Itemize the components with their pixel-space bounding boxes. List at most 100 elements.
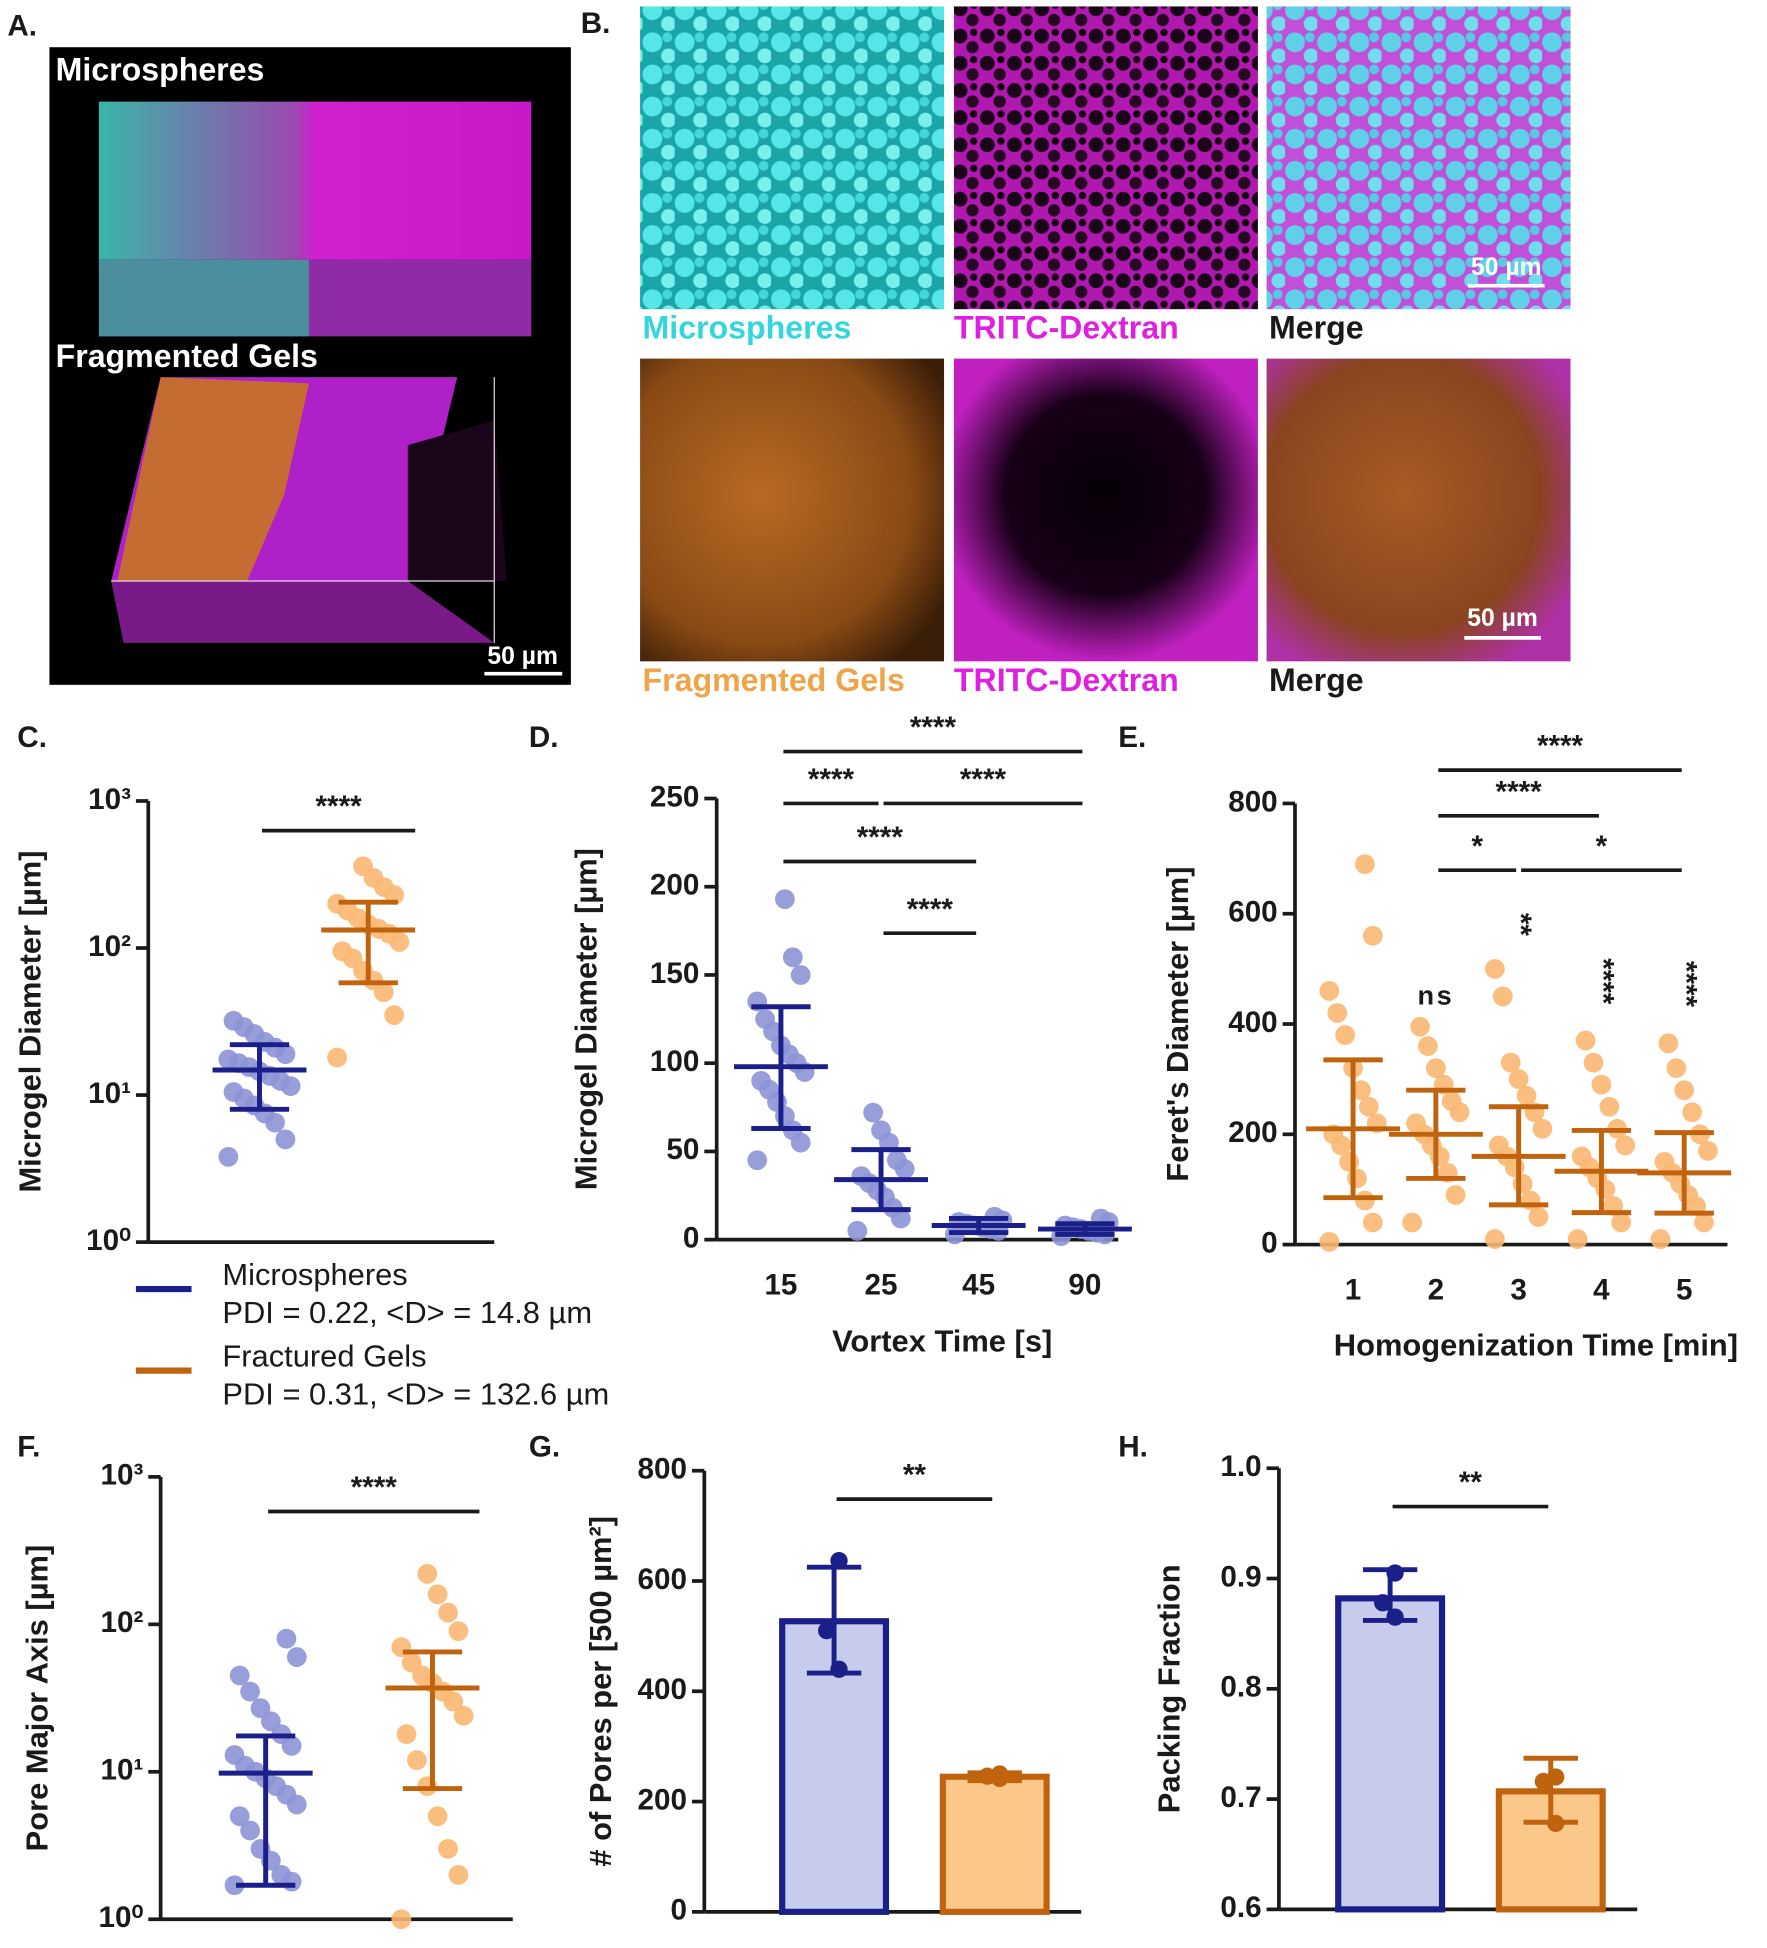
y-tick-label: 100 <box>650 1045 699 1078</box>
data-point <box>218 1146 239 1167</box>
data-point <box>1694 1212 1714 1233</box>
data-point <box>391 1909 412 1930</box>
x-axis-title: Vortex Time [s] <box>832 1324 1052 1359</box>
y-tick-label: 800 <box>638 1453 687 1486</box>
data-point <box>271 1864 292 1885</box>
y-tick-label: 10³ <box>88 783 131 816</box>
significance-label: **** <box>960 763 1007 796</box>
data-point <box>1485 958 1505 979</box>
y-tick-label: 800 <box>1228 785 1277 818</box>
x-tick-label: 3 <box>1510 1273 1527 1306</box>
data-point <box>751 1070 772 1091</box>
micrograph <box>1266 6 1571 310</box>
caption: Merge <box>1269 310 1364 346</box>
microsphere-render-top <box>98 101 532 260</box>
y-tick-label: 10³ <box>100 1459 143 1492</box>
significance-label: ** <box>1459 1466 1483 1499</box>
panel-label: D. <box>529 721 559 754</box>
x-tick-label: 15 <box>764 1268 797 1301</box>
legend-note: PDI = 0.22, <D> = 14.8 µm <box>222 1295 592 1330</box>
y-tick-label: 200 <box>1228 1116 1277 1149</box>
micrograph <box>1266 358 1571 662</box>
data-point <box>223 1082 244 1102</box>
data-point <box>1698 1140 1718 1161</box>
x-tick-label: 45 <box>962 1268 995 1301</box>
data-point <box>1418 1036 1438 1056</box>
data-point <box>886 1150 907 1171</box>
data-point <box>1611 1212 1632 1233</box>
panel-label: F. <box>17 1430 40 1463</box>
y-tick-label: 400 <box>638 1673 687 1706</box>
scale-bar-label: 50 µm <box>487 643 558 670</box>
scale-bar-label: 50 µm <box>1471 254 1542 281</box>
group-significance: ns <box>1418 979 1455 1010</box>
y-tick-label: 400 <box>1228 1006 1277 1039</box>
significance-label: **** <box>857 821 904 854</box>
data-point <box>327 1047 347 1068</box>
y-tick-label: 10¹ <box>100 1754 143 1787</box>
chart: H. 0.6 0.7 0.8 0.9 1.0 Packing Fraction ** <box>1118 1430 1638 1924</box>
data-point <box>240 1681 260 1702</box>
data-point <box>448 1864 469 1885</box>
significance-label: **** <box>808 763 855 796</box>
data-point <box>871 1120 891 1141</box>
data-point <box>229 1665 250 1686</box>
data-point <box>1682 1102 1703 1123</box>
y-tick-label: 0.7 <box>1220 1781 1261 1814</box>
data-point <box>1658 1033 1679 1054</box>
significance-label: **** <box>907 893 954 926</box>
micrograph <box>953 6 1258 310</box>
data-point <box>224 1875 245 1896</box>
data-point <box>250 1698 271 1719</box>
chart: C. 10⁰ 10¹ 10² 10³ Microgel Diameter [µm] ****… <box>12 721 609 1412</box>
data-point <box>747 1150 768 1171</box>
data-point <box>1583 1052 1604 1073</box>
data-point <box>327 893 347 914</box>
legend-label: Fractured Gels <box>222 1338 426 1373</box>
bar <box>1335 1595 1446 1913</box>
data-point <box>818 1621 836 1640</box>
data-point <box>948 1212 969 1232</box>
significance-label: ** <box>903 1459 927 1492</box>
data-point <box>1674 1080 1695 1101</box>
significance-label: **** <box>316 790 363 823</box>
group-significance: **** <box>1669 961 1702 1008</box>
micrograph <box>953 358 1258 662</box>
data-point <box>223 1010 244 1031</box>
y-tick-label: 200 <box>650 869 699 902</box>
caption: TRITC-Dextran <box>954 662 1179 698</box>
caption: Microspheres <box>643 310 852 346</box>
panel-label: E. <box>1118 721 1146 754</box>
y-tick-label: 1.0 <box>1220 1450 1261 1483</box>
panel-label: A. <box>7 9 37 42</box>
significance-label: * <box>1471 830 1483 863</box>
y-tick-label: 0.9 <box>1220 1560 1261 1593</box>
y-axis-title: # of Pores per [500 µm²] <box>583 1516 618 1867</box>
panel-b: B. 50 µm 50 µm Microspheres TRITC-Dextra… <box>581 6 1571 698</box>
y-axis-title: Microgel Diameter [µm] <box>12 851 47 1193</box>
data-point <box>1591 1074 1612 1095</box>
data-point <box>851 1166 872 1187</box>
data-point <box>417 1563 438 1584</box>
legend-note: PDI = 0.31, <D> = 132.6 µm <box>222 1377 609 1412</box>
x-tick-label: 90 <box>1068 1268 1101 1301</box>
data-point <box>407 1750 427 1771</box>
bar <box>939 1773 1050 1915</box>
data-point <box>1327 1003 1348 1023</box>
data-point <box>427 1584 448 1605</box>
fragment-render <box>111 581 495 643</box>
data-point <box>353 856 373 877</box>
data-point <box>438 1839 458 1859</box>
fragment-render <box>407 420 507 582</box>
data-point <box>396 1724 417 1745</box>
fragment-render <box>117 377 309 582</box>
render-title: Microspheres <box>56 51 265 87</box>
data-point <box>1362 925 1383 946</box>
significance-label: **** <box>910 711 957 744</box>
y-tick-label: 0 <box>1261 1226 1278 1259</box>
caption: Fragmented Gels <box>643 662 905 698</box>
data-point <box>847 1220 868 1241</box>
data-point <box>1532 1118 1553 1139</box>
scale-bar-label: 50 µm <box>1467 605 1538 632</box>
